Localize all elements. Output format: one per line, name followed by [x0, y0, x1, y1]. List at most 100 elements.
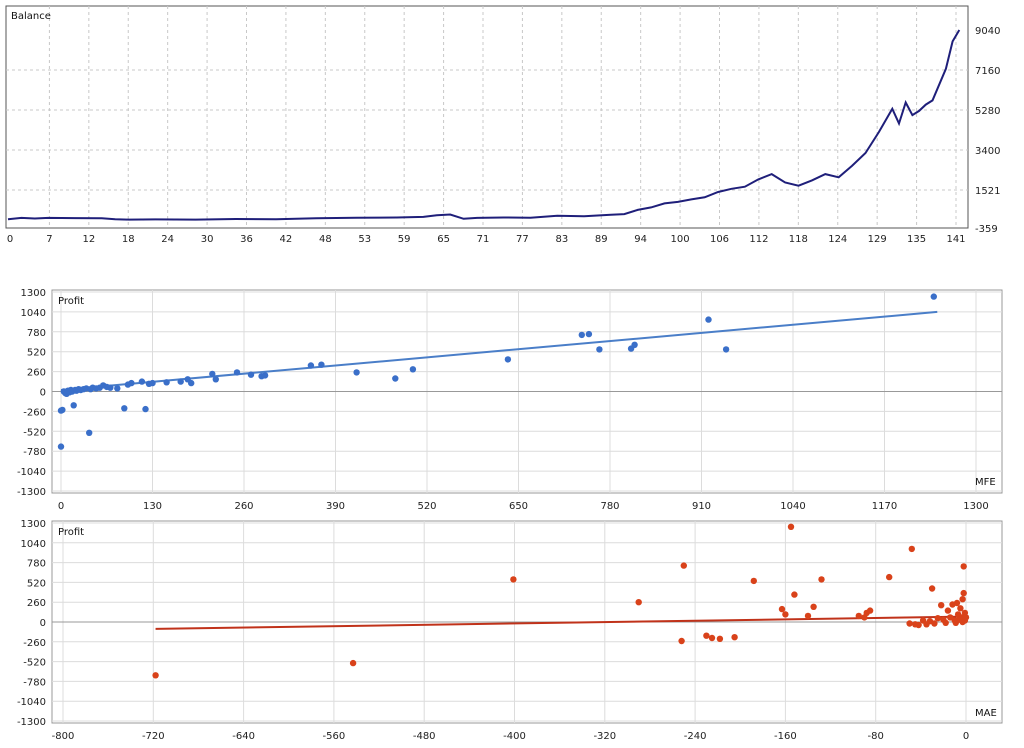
mfe-trend-line — [60, 310, 938, 391]
balance-line — [7, 29, 961, 221]
mae-x-tick: -800 — [52, 731, 75, 742]
mae-x-tick: -80 — [868, 731, 884, 742]
mfe-point — [59, 406, 66, 414]
mfe-y-tick: 0 — [40, 388, 46, 399]
mae-point — [810, 603, 817, 610]
balance-grid — [6, 6, 968, 228]
mae-point — [635, 599, 642, 606]
mfe-x-ticks: 0 130 260 390 520 650 780 910 1040 1170 1300 — [58, 501, 989, 512]
mae-point — [782, 611, 789, 618]
mae-y-tick: -260 — [23, 638, 46, 649]
balance-x-tick: 7 — [46, 234, 52, 245]
mfe-point — [149, 379, 156, 387]
mfe-y-tick: 520 — [27, 348, 46, 359]
mae-point — [678, 637, 685, 645]
mfe-x-tick: 1300 — [963, 501, 988, 512]
balance-x-tick: 112 — [749, 234, 768, 245]
mae-point — [959, 596, 966, 603]
mfe-point — [70, 402, 77, 409]
balance-x-tick: 118 — [789, 234, 808, 245]
mae-point — [957, 605, 964, 612]
mae-point — [938, 602, 945, 609]
balance-x-tick: 48 — [319, 234, 332, 245]
mae-point — [960, 589, 967, 597]
mfe-point — [930, 293, 937, 300]
mae-point — [928, 585, 936, 592]
balance-x-tick: 30 — [201, 234, 214, 245]
balance-x-tick: 94 — [634, 234, 647, 245]
mae-y-tick: -520 — [23, 658, 46, 669]
balance-x-tick: 77 — [516, 234, 529, 245]
mfe-point — [177, 378, 184, 385]
mae-point — [716, 635, 724, 642]
mfe-point — [247, 371, 255, 378]
mae-point — [942, 619, 949, 626]
mfe-x-tick: 780 — [600, 501, 619, 512]
mae-xlabel: MAE — [975, 708, 997, 719]
mae-point — [906, 620, 913, 627]
mae-point — [934, 615, 941, 622]
mfe-point — [188, 379, 195, 387]
balance-x-tick: 12 — [82, 234, 95, 245]
mfe-point — [318, 361, 325, 368]
balance-chart: 0 7 12 18 24 30 36 42 48 53 59 65 71 77 83 89 94 100 106 11… — [5, 5, 1000, 245]
mae-point — [960, 563, 967, 570]
mae-point — [944, 607, 952, 614]
mae-point — [915, 621, 922, 629]
mfe-x-tick: 390 — [326, 501, 345, 512]
balance-x-tick: 89 — [595, 234, 608, 245]
mfe-point — [163, 379, 170, 386]
balance-x-tick: 59 — [398, 234, 411, 245]
mae-point — [804, 612, 812, 620]
mae-point — [866, 607, 874, 614]
mae-x-tick: -160 — [774, 731, 797, 742]
mfe-point — [121, 405, 128, 412]
mae-y-tick: -1300 — [17, 717, 46, 728]
balance-x-tick: 53 — [358, 234, 371, 245]
mae-y-tick: -780 — [23, 677, 46, 688]
mae-point — [962, 614, 970, 621]
mfe-y-tick: 260 — [27, 368, 46, 379]
mfe-y-tick: 1040 — [21, 308, 46, 319]
mae-point — [947, 614, 954, 621]
mae-point — [680, 562, 687, 569]
mae-y-tick: -1040 — [17, 697, 46, 708]
mfe-y-ticks: 1300 1040 780 520 260 0 -260 -520 -780 -1040 -1300 — [17, 288, 46, 498]
mae-point — [787, 523, 795, 530]
mae-point — [152, 672, 159, 679]
mae-point — [931, 620, 938, 627]
mfe-point — [107, 384, 114, 391]
mfe-point — [705, 316, 712, 323]
mfe-x-tick: 1170 — [872, 501, 897, 512]
balance-title: Balance — [11, 11, 51, 22]
mae-y-ticks: 1300 1040 780 520 260 0 -260 -520 -780 -1040 -1300 — [17, 519, 46, 728]
mfe-point — [504, 356, 512, 363]
balance-x-tick: 106 — [710, 234, 729, 245]
mae-x-tick: 0 — [963, 731, 969, 742]
balance-y-tick: 1521 — [975, 186, 1000, 197]
mfe-x-tick: 1040 — [780, 501, 805, 512]
mae-trend-line — [155, 615, 964, 630]
mfe-xlabel: MFE — [975, 477, 996, 488]
mae-x-tick: -640 — [232, 731, 255, 742]
mfe-point — [114, 385, 121, 392]
mfe-x-tick: 650 — [509, 501, 528, 512]
mfe-x-tick: 910 — [692, 501, 711, 512]
mae-point — [791, 591, 798, 598]
mae-point — [855, 612, 862, 620]
balance-x-tick: 129 — [868, 234, 887, 245]
mfe-point — [86, 429, 93, 436]
mfe-point — [57, 443, 65, 450]
mae-point — [953, 599, 961, 607]
balance-y-tick: 9040 — [975, 26, 1000, 37]
mae-point — [349, 659, 357, 667]
balance-x-tick: 141 — [946, 234, 965, 245]
mae-point — [886, 573, 893, 581]
mfe-scatter-chart: 0 130 260 390 520 650 780 910 1040 1170 1300 13001… — [17, 288, 1003, 512]
mae-title: Profit — [58, 527, 84, 538]
mfe-y-tick: -260 — [23, 407, 46, 418]
mfe-point — [233, 369, 241, 376]
balance-x-tick: 0 — [7, 234, 13, 245]
mae-x-tick: -240 — [684, 731, 707, 742]
